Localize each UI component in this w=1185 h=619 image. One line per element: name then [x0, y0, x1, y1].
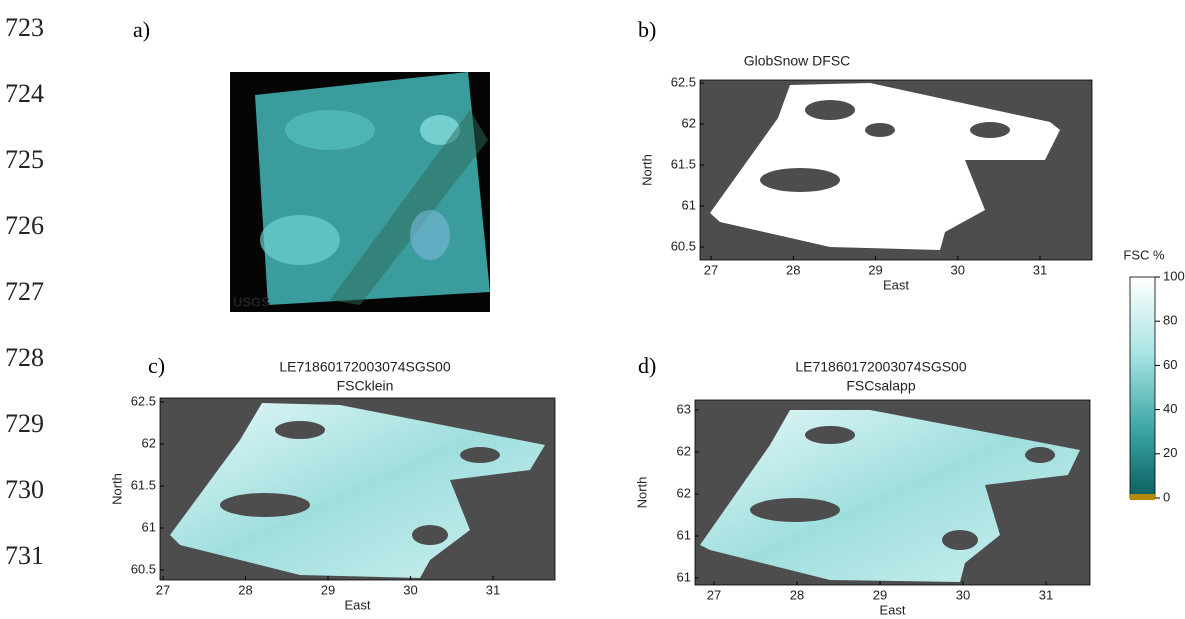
x-tick-label: 30: [951, 262, 965, 277]
colorbar-tick-label: 60: [1163, 357, 1177, 372]
x-tick-label: 27: [707, 587, 721, 602]
map-c: [160, 398, 555, 580]
y-tick-label: 62: [142, 435, 156, 450]
colorbar-tick-label: 100: [1163, 268, 1185, 283]
y-tick-label: 62: [682, 115, 696, 130]
colorbar-title: FSC %: [1123, 247, 1165, 262]
x-tick-label: 28: [790, 587, 804, 602]
y-tick-label: 62: [677, 485, 691, 500]
panel-label: d): [638, 353, 656, 378]
x-tick-label: 29: [868, 262, 882, 277]
x-tick-label: 31: [1033, 262, 1047, 277]
line-number: 724: [5, 79, 44, 108]
panel-label: b): [638, 17, 656, 42]
y-tick-label: 61: [142, 519, 156, 534]
satellite-image: [230, 72, 490, 312]
x-tick-label: 28: [786, 262, 800, 277]
panel-title: LE71860172003074SGS00: [795, 359, 966, 375]
x-tick-label: 27: [156, 582, 170, 597]
line-number: 730: [5, 475, 44, 504]
colorbar-tick-label: 0: [1163, 489, 1170, 504]
panel-title: LE71860172003074SGS00: [279, 359, 450, 375]
colorbar: [1130, 277, 1155, 500]
x-tick-label: 28: [238, 582, 252, 597]
x-tick-label: 29: [873, 587, 887, 602]
line-number: 727: [5, 277, 44, 306]
y-tick-label: 61: [677, 527, 691, 542]
line-number: 731: [5, 541, 44, 570]
y-tick-label: 62: [677, 443, 691, 458]
line-number: 723: [5, 13, 44, 42]
y-tick-label: 63: [677, 401, 691, 416]
panel-title: FSCsalapp: [846, 378, 915, 394]
y-axis-label: North: [109, 473, 124, 505]
colorbar-tick-label: 20: [1163, 445, 1177, 460]
colorbar-tick-label: 40: [1163, 401, 1177, 416]
map-d: [695, 400, 1090, 585]
x-tick-label: 29: [321, 582, 335, 597]
line-number: 729: [5, 409, 44, 438]
panel-title: FSCklein: [337, 378, 394, 394]
line-number: 728: [5, 343, 44, 372]
line-number: 725: [5, 145, 44, 174]
y-tick-label: 61: [677, 569, 691, 584]
x-tick-label: 30: [403, 582, 417, 597]
map-b: [700, 80, 1092, 260]
y-tick-label: 60.5: [671, 238, 696, 253]
logo: USGS: [233, 294, 270, 309]
x-axis-label: East: [879, 602, 905, 617]
y-axis-label: North: [634, 477, 649, 509]
x-axis-label: East: [883, 277, 909, 292]
x-tick-label: 27: [704, 262, 718, 277]
y-tick-label: 62.5: [131, 393, 156, 408]
panel-label: c): [148, 353, 165, 378]
y-axis-label: North: [639, 154, 654, 186]
y-tick-label: 60.5: [131, 561, 156, 576]
panel-title: GlobSnow DFSC: [744, 53, 851, 69]
y-tick-label: 61.5: [131, 477, 156, 492]
y-tick-label: 61: [682, 197, 696, 212]
x-tick-label: 31: [1039, 587, 1053, 602]
x-axis-label: East: [344, 597, 370, 612]
x-tick-label: 30: [956, 587, 970, 602]
colorbar-tick-label: 80: [1163, 313, 1177, 328]
y-tick-label: 61.5: [671, 156, 696, 171]
figure: 723 724 725 726 727 728 729 730 731 a) USGS b) GlobS…: [0, 0, 1185, 619]
x-tick-label: 31: [486, 582, 500, 597]
panel-label: a): [133, 17, 150, 42]
line-number: 726: [5, 211, 44, 240]
y-tick-label: 62.5: [671, 74, 696, 89]
